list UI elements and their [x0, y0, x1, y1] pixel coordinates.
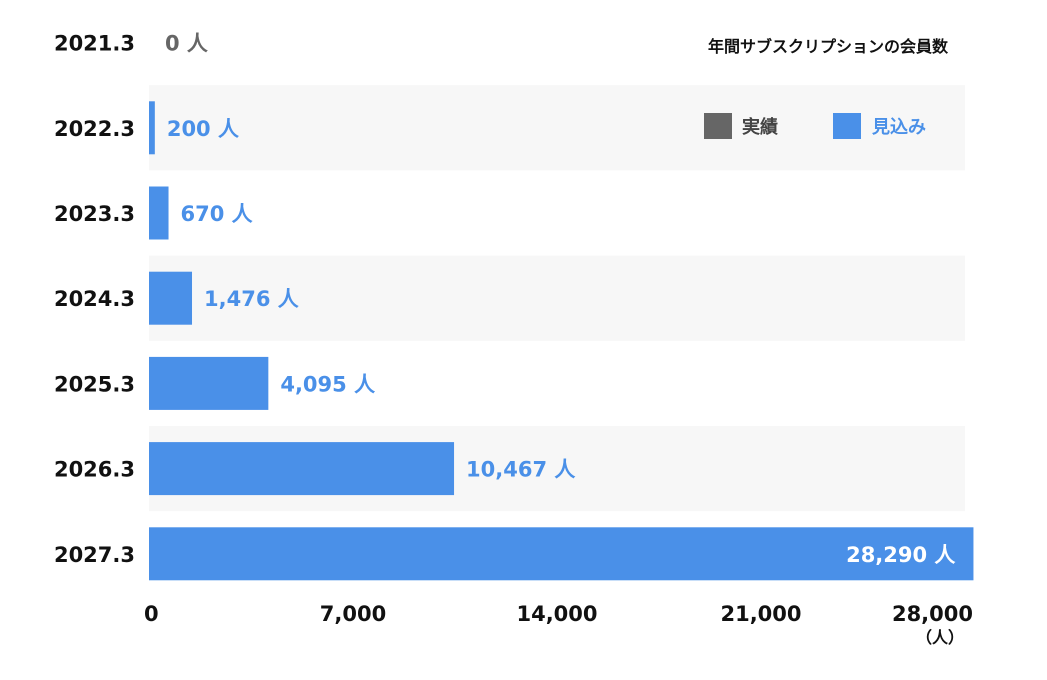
- category-label: 2021.3: [54, 32, 135, 56]
- value-label: 200 人: [167, 117, 239, 141]
- legend-label-forecast: 見込み: [871, 117, 926, 138]
- legend-label-actual: 実績: [742, 116, 778, 138]
- category-label: 2023.3: [54, 202, 135, 226]
- row-band: [149, 85, 965, 171]
- category-label: 2027.3: [54, 543, 135, 567]
- value-label: 10,467 人: [466, 458, 575, 482]
- x-tick-label: 14,000: [516, 602, 597, 626]
- category-label: 2022.3: [54, 117, 135, 141]
- x-axis-unit-label: （人）: [916, 628, 964, 647]
- bar-2023.3: [149, 186, 169, 240]
- chart-title: 年間サブスクリプションの会員数: [708, 37, 949, 56]
- row-band: [149, 255, 965, 341]
- bar-2026.3: [149, 442, 455, 496]
- x-tick-label: 28,000: [892, 602, 973, 626]
- row-bands: [149, 85, 965, 512]
- category-labels: 2021.3 2022.3 2023.3 2024.3 2025.3 2026.3 2027…: [54, 32, 135, 567]
- category-label: 2026.3: [54, 458, 135, 482]
- bar-2024.3: [149, 271, 193, 325]
- value-label: 670 人: [181, 202, 253, 226]
- x-tick-label: 21,000: [720, 602, 801, 626]
- category-label: 2025.3: [54, 372, 135, 396]
- legend-swatch-forecast: [833, 113, 861, 139]
- value-label: 4,095 人: [280, 372, 375, 396]
- value-label: 1,476 人: [204, 287, 299, 311]
- legend-swatch-actual: [704, 113, 732, 139]
- x-tick-label: 7,000: [320, 602, 386, 626]
- value-label: 28,290 人: [846, 543, 955, 567]
- bar-2022.3: [149, 101, 155, 155]
- legend: 実績 見込み: [704, 113, 926, 139]
- bar-2027.3: [149, 527, 974, 581]
- category-label: 2024.3: [54, 287, 135, 311]
- value-labels: 0 人 200 人 670 人 1,476 人 4,095 人 10,467 人 28,29…: [165, 32, 955, 567]
- bar-2025.3: [149, 356, 269, 410]
- x-axis-ticks: 0 7,000 14,000 21,000 28,000: [144, 602, 973, 626]
- x-tick-label: 0: [144, 602, 159, 626]
- value-label: 0 人: [165, 32, 208, 56]
- bars: [149, 101, 974, 581]
